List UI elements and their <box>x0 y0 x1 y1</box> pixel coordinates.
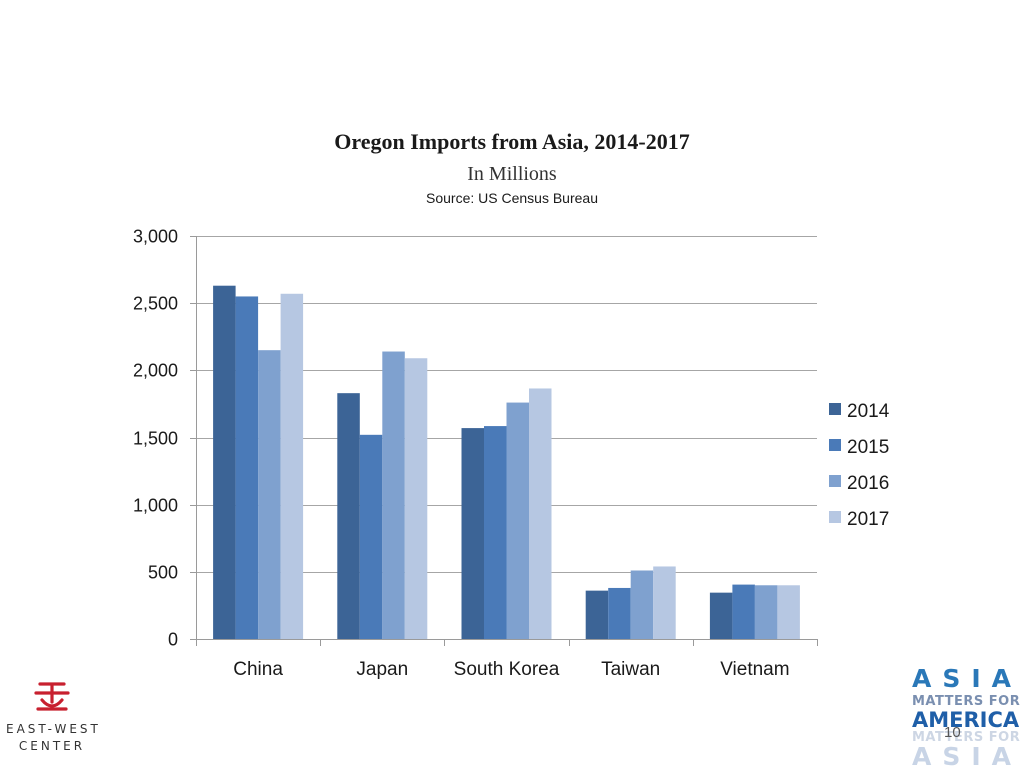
bar-taiwan-2016 <box>630 570 654 639</box>
bar-japan-2016 <box>382 351 405 639</box>
bar-taiwan-2014 <box>585 590 609 639</box>
y-tick-label: 1,000 <box>133 496 178 516</box>
chart-title: Oregon Imports from Asia, 2014-2017 <box>334 129 689 154</box>
bar-china-2014 <box>213 285 236 639</box>
legend-label-2016: 2016 <box>847 473 889 494</box>
x-tick-label: China <box>233 659 283 680</box>
bar-vietnam-2014 <box>709 592 733 639</box>
legend-swatch-2015 <box>829 439 841 451</box>
chart-subtitle: In Millions <box>467 163 557 185</box>
bar-taiwan-2015 <box>608 587 631 639</box>
east-west-center-mark-strokes <box>34 682 70 711</box>
east-west-center-mark-icon <box>34 682 70 711</box>
y-tick-label: 2,500 <box>133 294 178 314</box>
bar-south-korea-2014 <box>461 428 484 639</box>
ama-line-asia: ASIA <box>912 664 1023 693</box>
ama-line-america: AMERICA <box>912 708 1020 732</box>
x-tick-label: Vietnam <box>720 659 789 680</box>
bar-japan-2017 <box>404 358 428 639</box>
bar-taiwan-2017 <box>653 566 676 639</box>
asia-matters-for-america-logo: ASIA MATTERS FOR AMERICA MATTERS FOR ASI… <box>912 664 1023 771</box>
legend-label-2014: 2014 <box>847 401 890 422</box>
east-west-center-line1: EAST-WEST <box>6 722 101 736</box>
chart-source: Source: US Census Bureau <box>426 190 598 206</box>
bar-japan-2015 <box>359 434 383 639</box>
legend-swatch-2014 <box>829 403 841 415</box>
x-tick-label: Japan <box>356 659 408 680</box>
y-tick-label: 2,000 <box>133 361 178 381</box>
legend-swatch-2016 <box>829 475 841 487</box>
axes: 0 500 1,000 1,500 2,000 2,500 3,000 China Japan S… <box>133 227 818 680</box>
legend-label-2015: 2015 <box>847 437 889 458</box>
x-tick-label: South Korea <box>454 659 560 680</box>
slide-number: 10 <box>944 724 961 741</box>
east-west-center-logo: EAST-WEST CENTER <box>6 678 98 756</box>
bar-china-2017 <box>280 293 304 639</box>
y-tick-label: 500 <box>148 563 178 583</box>
bar-south-korea-2015 <box>484 426 507 639</box>
legend: 2014 2015 2016 2017 <box>829 401 890 530</box>
ama-line-matters-for: MATTERS FOR <box>912 694 1021 709</box>
legend-swatch-2017 <box>829 511 841 523</box>
y-tick-label: 1,500 <box>133 429 178 449</box>
bar-south-korea-2016 <box>506 402 529 639</box>
ama-line-asia-reflected: ASIA <box>912 742 1023 771</box>
bar-vietnam-2016 <box>754 585 778 639</box>
y-tick-label: 0 <box>168 630 178 650</box>
y-tick-label: 3,000 <box>133 227 178 247</box>
bar-vietnam-2015 <box>732 584 755 639</box>
east-west-center-line2: CENTER <box>18 739 86 753</box>
bar-china-2016 <box>258 350 281 639</box>
bar-south-korea-2017 <box>529 388 552 639</box>
bar-china-2015 <box>235 296 259 639</box>
bar-vietnam-2017 <box>777 585 800 639</box>
bars <box>213 285 800 639</box>
legend-label-2017: 2017 <box>847 509 889 530</box>
ama-line-matters-for-reflected: MATTERS FOR <box>912 730 1021 745</box>
x-tick-label: Taiwan <box>601 659 660 680</box>
bar-japan-2014 <box>337 393 360 639</box>
